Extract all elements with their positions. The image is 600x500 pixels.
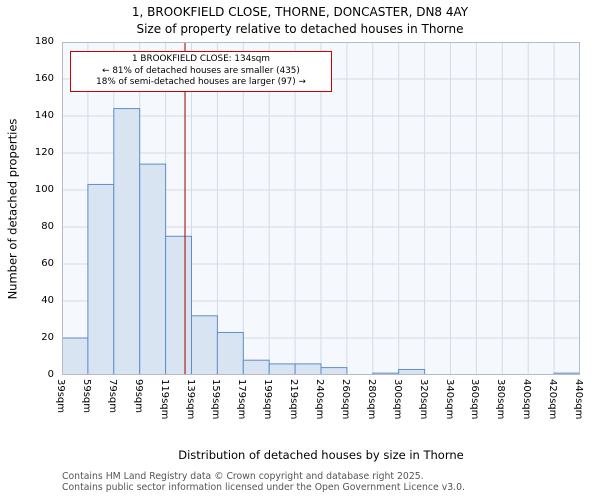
histogram-bar — [191, 315, 218, 375]
y-tick-label: 60 — [41, 258, 54, 269]
annotation-line-3: 18% of semi-detached houses are larger (… — [96, 77, 306, 87]
x-tick-label: 59sqm — [80, 379, 92, 414]
y-tick-label: 0 — [47, 369, 54, 380]
x-tick-label: 139sqm — [184, 379, 196, 420]
x-tick-label: 159sqm — [210, 379, 222, 420]
histogram-bar — [268, 363, 296, 375]
histogram-bar — [216, 331, 244, 375]
x-tick-label: 119sqm — [158, 379, 170, 420]
y-tick-label: 180 — [34, 36, 54, 47]
x-tick-label: 360sqm — [469, 379, 481, 420]
y-tick-label: 120 — [34, 147, 54, 158]
histogram-bar — [113, 108, 141, 375]
histogram-bar — [398, 368, 426, 375]
x-tick-label: 39sqm — [55, 379, 66, 414]
histogram-bar — [87, 183, 115, 375]
chart-title: 1, BROOKFIELD CLOSE, THORNE, DONCASTER, … — [131, 5, 469, 19]
x-tick-label: 260sqm — [339, 379, 351, 420]
x-tick-label: 420sqm — [547, 379, 559, 420]
x-tick-label: 280sqm — [365, 379, 377, 420]
histogram-bar — [242, 359, 270, 375]
annotation-line-1: 1 BROOKFIELD CLOSE: 134sqm — [132, 54, 270, 64]
annotation-box: 1 BROOKFIELD CLOSE: 134sqm ← 81% of deta… — [70, 51, 332, 92]
footer-attribution-1: Contains HM Land Registry data © Crown c… — [62, 471, 424, 482]
y-tick-label: 20 — [41, 332, 54, 343]
x-tick-label: 400sqm — [521, 379, 533, 420]
x-tick-label: 320sqm — [417, 379, 429, 420]
x-tick-label: 99sqm — [132, 379, 144, 414]
histogram-bar — [294, 363, 322, 375]
plot-area: 1 BROOKFIELD CLOSE: 134sqm ← 81% of deta… — [62, 42, 580, 375]
x-tick-label: 440sqm — [573, 379, 584, 420]
chart-subtitle: Size of property relative to detached ho… — [136, 22, 464, 36]
x-tick-label: 199sqm — [262, 379, 274, 420]
histogram-bar — [165, 235, 192, 375]
x-tick-label: 79sqm — [106, 379, 118, 414]
histogram-bar — [320, 367, 348, 375]
histogram-bar — [139, 163, 167, 375]
x-tick-label: 240sqm — [314, 379, 325, 420]
x-tick-label: 300sqm — [391, 379, 403, 420]
y-tick-label: 40 — [41, 295, 54, 306]
y-tick-label: 160 — [34, 73, 54, 84]
histogram-bar — [62, 337, 89, 375]
x-tick-label: 219sqm — [288, 379, 300, 420]
footer-attribution-2: Contains public sector information licen… — [62, 482, 465, 493]
x-tick-label: 340sqm — [443, 379, 455, 420]
x-axis-label: Distribution of detached houses by size … — [178, 448, 464, 462]
plot-frame — [62, 42, 580, 375]
y-tick-label: 140 — [34, 110, 54, 121]
annotation-line-2: ← 81% of detached houses are smaller (43… — [102, 65, 300, 76]
y-tick-label: 100 — [34, 184, 54, 195]
y-axis-label: Number of detached properties — [5, 118, 20, 299]
y-tick-label: 80 — [41, 221, 54, 232]
x-tick-label: 179sqm — [236, 379, 248, 420]
x-tick-label: 380sqm — [495, 379, 507, 420]
histogram — [62, 42, 580, 375]
